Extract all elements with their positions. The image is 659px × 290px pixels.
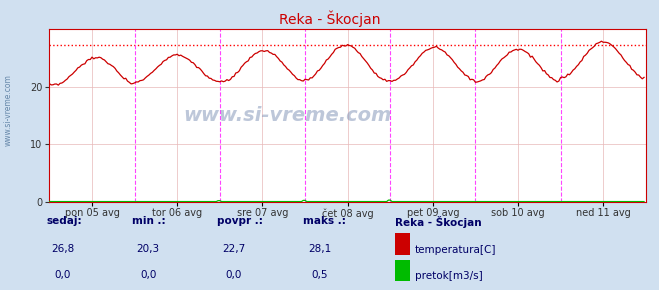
Text: 20,3: 20,3: [136, 244, 160, 253]
Text: 22,7: 22,7: [222, 244, 246, 253]
Text: 0,0: 0,0: [226, 270, 242, 280]
Text: www.si-vreme.com: www.si-vreme.com: [184, 106, 392, 125]
Text: min .:: min .:: [132, 216, 165, 226]
Text: www.si-vreme.com: www.si-vreme.com: [3, 74, 13, 146]
Text: Reka - Škocjan: Reka - Škocjan: [279, 10, 380, 27]
Text: 0,0: 0,0: [55, 270, 71, 280]
Text: maks .:: maks .:: [303, 216, 346, 226]
Text: 0,5: 0,5: [311, 270, 328, 280]
Text: 26,8: 26,8: [51, 244, 74, 253]
Text: pretok[m3/s]: pretok[m3/s]: [415, 271, 483, 281]
Text: 28,1: 28,1: [308, 244, 331, 253]
Text: povpr .:: povpr .:: [217, 216, 264, 226]
Text: temperatura[C]: temperatura[C]: [415, 245, 497, 255]
Text: 0,0: 0,0: [140, 270, 156, 280]
Text: Reka - Škocjan: Reka - Škocjan: [395, 216, 482, 228]
Text: sedaj:: sedaj:: [46, 216, 82, 226]
